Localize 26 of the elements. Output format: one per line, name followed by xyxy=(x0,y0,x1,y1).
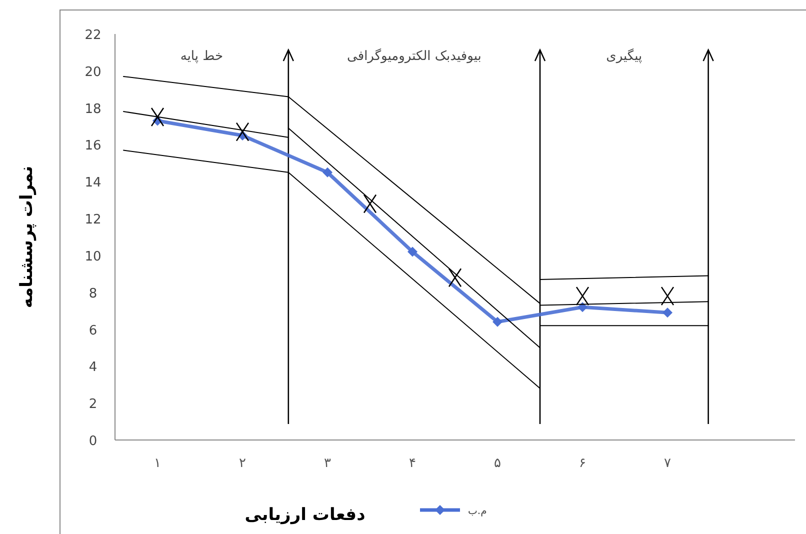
y-tick-label: 22 xyxy=(84,28,102,43)
y-tick-label: 2 xyxy=(88,397,98,412)
x-tick-label: ۲ xyxy=(239,456,246,471)
legend: م.ب xyxy=(420,505,487,517)
x-tick-label: ۱ xyxy=(154,456,161,471)
y-tick-label: 16 xyxy=(84,138,102,154)
y-tick-label: 4 xyxy=(88,360,98,376)
y-tick-label: 12 xyxy=(84,212,102,228)
y-tick-label: 14 xyxy=(84,176,102,191)
x-tick-label: ۴ xyxy=(409,456,416,471)
x-tick-label: ۶ xyxy=(579,456,586,471)
y-tick-label: 0 xyxy=(88,434,98,449)
y-tick-label: 6 xyxy=(88,323,98,338)
x-tick-label: ۳ xyxy=(324,456,332,471)
annotation: پیگیری xyxy=(606,48,643,64)
x-tick-label: ۵ xyxy=(494,456,502,471)
y-axis-title: نمرات پرسشنامه xyxy=(17,166,37,308)
x-tick-label: ۷ xyxy=(664,456,672,471)
legend-label: م.ب xyxy=(468,506,487,517)
annotation: خط پایه xyxy=(180,49,224,64)
y-tick-label: 8 xyxy=(88,286,98,302)
annotation: بیوفیدبک الکترومیوگرافی xyxy=(347,48,482,64)
x-axis-title: دفعات ارزیابی xyxy=(244,505,366,525)
y-tick-label: 10 xyxy=(84,249,102,264)
y-tick-label: 20 xyxy=(84,64,102,80)
y-tick-label: 18 xyxy=(84,102,102,117)
